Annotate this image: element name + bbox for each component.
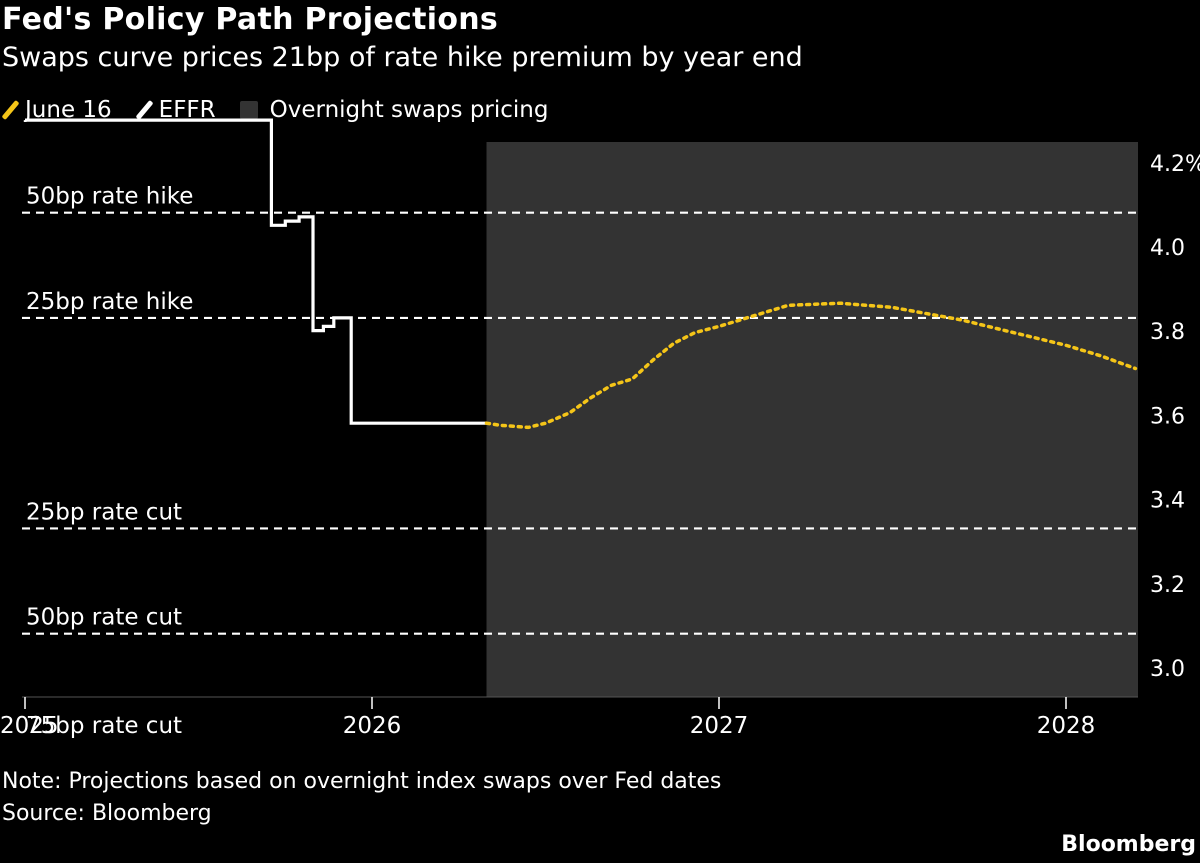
y-tick-label: 3.8 bbox=[1150, 320, 1185, 345]
y-tick-label: 3.6 bbox=[1150, 404, 1185, 429]
reference-label-50bp-rate-cut: 50bp rate cut bbox=[26, 605, 182, 631]
series-line-effr bbox=[25, 118, 487, 425]
legend-overnight-label: Overnight swaps pricing bbox=[269, 97, 549, 123]
x-tick-label: 2027 bbox=[690, 713, 749, 739]
legend-overnight-swatch bbox=[239, 101, 258, 119]
chart-subtitle: Swaps curve prices 21bp of rate hike pre… bbox=[2, 42, 803, 73]
legend-item-overnight: Overnight swaps pricing bbox=[239, 97, 549, 123]
reference-label-25bp-rate-hike: 25bp rate hike bbox=[26, 289, 193, 315]
chart-note: Note: Projections based on overnight ind… bbox=[2, 769, 722, 794]
chart-source: Source: Bloomberg bbox=[2, 801, 212, 826]
y-tick-label: 3.4 bbox=[1150, 489, 1185, 514]
x-tick-label: 2025 bbox=[0, 713, 59, 739]
reference-label-50bp-rate-hike: 50bp rate hike bbox=[26, 184, 193, 210]
reference-label-75bp-rate-cut: 75bp rate cut bbox=[26, 713, 182, 739]
x-tick-label: 2028 bbox=[1037, 713, 1096, 739]
reference-label-25bp-rate-cut: 25bp rate cut bbox=[26, 499, 182, 525]
y-tick-label: 4.2% bbox=[1150, 152, 1200, 177]
chart-area: 50bp rate hike 25bp rate hike 25bp rate cu… bbox=[0, 118, 1200, 739]
x-tick-label: 2026 bbox=[343, 713, 402, 739]
y-tick-label: 3.0 bbox=[1150, 657, 1185, 682]
overnight-swaps-shaded-region bbox=[486, 142, 1138, 697]
y-tick-label: 4.0 bbox=[1150, 236, 1185, 261]
legend: June 16 EFFR Overnight swaps pricing bbox=[1, 97, 573, 123]
chart-title: Fed's Policy Path Projections bbox=[2, 2, 499, 37]
bloomberg-logo: Bloomberg bbox=[1061, 832, 1196, 857]
series-line-june-16 bbox=[484, 301, 1138, 430]
y-tick-label: 3.2 bbox=[1150, 573, 1185, 598]
